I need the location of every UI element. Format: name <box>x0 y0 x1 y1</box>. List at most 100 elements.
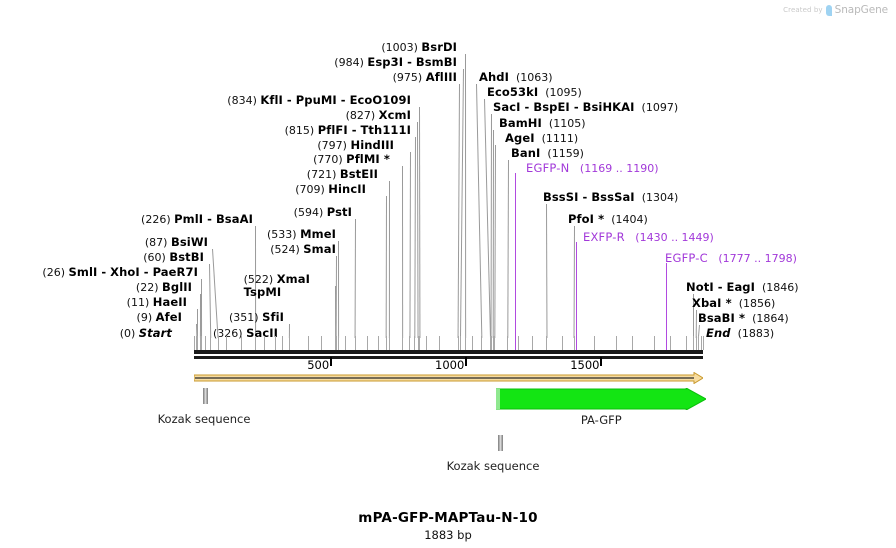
enzyme-name: PstI <box>326 205 352 219</box>
enzyme-site-label-bani[interactable]: BanI (1159) <box>511 146 584 161</box>
orf-arrow[interactable] <box>194 372 703 384</box>
site-position: (1097) <box>634 101 679 114</box>
enzyme-site-label-xcmi[interactable]: (827) XcmI <box>346 109 411 123</box>
restriction-tick <box>201 336 203 350</box>
restriction-tick <box>194 336 195 350</box>
enzyme-name: BglII <box>162 280 192 294</box>
pa-gfp-arrow[interactable] <box>496 388 707 410</box>
leader-line-pfoi <box>573 225 575 339</box>
restriction-tick <box>438 336 440 350</box>
enzyme-name: EcoO109I <box>349 93 411 107</box>
kozak-2-mark[interactable] <box>498 435 504 451</box>
site-position: (9) <box>136 311 156 324</box>
site-position: (26) <box>42 266 69 279</box>
restriction-tick <box>385 336 387 350</box>
enzyme-name: SmlI <box>68 265 98 279</box>
enzyme-site-label-start[interactable]: (0) Start <box>120 327 172 341</box>
leader-line-mmei <box>338 240 340 339</box>
site-position: (351) <box>229 311 263 324</box>
enzyme-site-label-smli-xhoi-paer7i[interactable]: (26) SmlI - XhoI - PaeR7I <box>42 265 198 280</box>
enzyme-site-label-kfli-ppumi-ecoo109i[interactable]: (834) KflI - PpuMI - EcoO109I <box>227 93 411 108</box>
enzyme-site-label-mmei[interactable]: (533) MmeI <box>267 227 336 242</box>
enzyme-name: AgeI <box>505 131 535 145</box>
enzyme-name: MmeI <box>300 227 336 241</box>
enzyme-name: BanI <box>511 146 541 160</box>
enzyme-name: BspEI <box>533 100 570 114</box>
enzyme-site-label-noti-eagi[interactable]: NotI - EagI (1846) <box>686 280 799 295</box>
site-position: (797) <box>317 139 351 152</box>
enzyme-site-label-pmli-bsaai[interactable]: (226) PmlI - BsaAI <box>141 213 253 227</box>
enzyme-site-label-smai[interactable]: (524) SmaI <box>270 243 336 257</box>
enzyme-site-label-bsrdi[interactable]: (1003) BsrDI <box>381 40 457 55</box>
restriction-tick <box>531 336 533 350</box>
primer-label-egfp-c[interactable]: EGFP-C (1777 .. 1798) <box>665 252 797 266</box>
leader-line-pflfi-tth111i <box>414 136 416 339</box>
restriction-tick <box>489 336 491 350</box>
page-title: mPA-GFP-MAPTau-N-10 <box>358 510 538 526</box>
site-position: (533) <box>267 228 301 241</box>
restriction-tick <box>692 336 694 350</box>
snapgene-logo-icon <box>825 4 832 16</box>
restriction-tick <box>594 336 596 350</box>
sequence-backbone-bar <box>194 350 703 354</box>
snapgene-watermark: Created by SnapGene <box>783 4 888 16</box>
enzyme-name: AflIII <box>425 70 457 84</box>
enzyme-name: HindIII <box>350 138 394 152</box>
restriction-tick <box>465 336 467 350</box>
enzyme-site-label-psti[interactable]: (594) PstI <box>294 205 352 220</box>
enzyme-site-label-agei[interactable]: AgeI (1111) <box>505 131 578 146</box>
enzyme-site-label-eco53ki[interactable]: Eco53kI (1095) <box>487 86 582 100</box>
enzyme-name: HaeII <box>152 295 187 309</box>
name-separator: - <box>713 280 727 294</box>
kozak-1-mark[interactable] <box>202 388 208 404</box>
primer-name: EGFP-N <box>526 161 570 175</box>
site-position: (1846) <box>755 281 799 294</box>
restriction-tick <box>196 336 198 350</box>
enzyme-site-label-bstbi[interactable]: (60) BstBI <box>143 251 204 265</box>
enzyme-site-label-afei[interactable]: (9) AfeI <box>136 310 182 325</box>
kozak-2-label: Kozak sequence <box>446 459 540 473</box>
site-position: (1159) <box>540 147 584 160</box>
restriction-tick <box>388 336 390 350</box>
enzyme-site-label-sfii[interactable]: (351) SfiI <box>229 310 284 325</box>
site-position: (721) <box>306 168 340 181</box>
enzyme-site-label-xmai-tspmi[interactable]: (522) XmaI TspMI <box>244 273 310 299</box>
primer-label-egfp-n[interactable]: EGFP-N (1169 .. 1190) <box>526 161 659 176</box>
enzyme-name: BsrDI <box>421 40 457 54</box>
enzyme-site-label-end[interactable]: End (1883) <box>706 327 774 341</box>
enzyme-site-label-saci-bspei-bsihkai[interactable]: SacI - BspEI - BsiHKAI (1097) <box>493 100 679 115</box>
enzyme-site-label-hindiii[interactable]: (797) HindIII <box>317 138 394 153</box>
restriction-tick <box>669 336 671 350</box>
name-separator: - <box>97 265 111 279</box>
enzyme-site-label-pflmi[interactable]: (770) PflMI * <box>313 152 390 167</box>
primer-name: EXFP-R <box>583 230 625 244</box>
enzyme-site-label-bamhi[interactable]: BamHI (1105) <box>499 117 586 131</box>
enzyme-site-label-ahdi[interactable]: AhdI (1063) <box>479 71 553 85</box>
enzyme-name: AfeI <box>155 310 182 324</box>
enzyme-name: SfiI <box>262 310 284 324</box>
enzyme-site-label-bsteii[interactable]: (721) BstEII <box>306 168 378 182</box>
enzyme-site-label-haeii[interactable]: (11) HaeII <box>127 295 187 310</box>
site-position: (984) <box>334 56 368 69</box>
restriction-tick <box>199 336 201 350</box>
primer-label-exfp-r[interactable]: EXFP-R (1430 .. 1449) <box>583 230 714 245</box>
enzyme-site-label-esp3i-bsmbi[interactable]: (984) Esp3I - BsmBI <box>334 56 457 70</box>
site-position: (1003) <box>381 41 422 54</box>
enzyme-site-label-xbai[interactable]: XbaI * (1856) <box>692 297 775 311</box>
enzyme-name: PflMI * <box>346 152 390 166</box>
enzyme-site-label-pflfi-tth111i[interactable]: (815) PflFI - Tth111I <box>285 124 411 138</box>
enzyme-site-label-hincii[interactable]: (709) HincII <box>295 183 366 197</box>
enzyme-name: PfoI * <box>568 212 605 226</box>
enzyme-site-label-bsiwi[interactable]: (87) BsiWI <box>145 236 208 250</box>
enzyme-site-label-bsabi[interactable]: BsaBI * (1864) <box>698 312 789 326</box>
site-position: (1304) <box>634 191 679 204</box>
enzyme-site-label-bsssi-bsssai[interactable]: BssSI - BssSaI (1304) <box>543 191 679 205</box>
restriction-tick <box>196 336 198 350</box>
restriction-tick <box>472 336 474 350</box>
enzyme-site-label-bglii[interactable]: (22) BglII <box>136 280 192 295</box>
enzyme-site-label-pfoi[interactable]: PfoI * (1404) <box>568 212 648 227</box>
leader-line-bani <box>507 159 509 339</box>
enzyme-site-label-afliii[interactable]: (975) AflIII <box>393 70 457 85</box>
restriction-tick <box>481 336 483 350</box>
enzyme-site-label-sacii[interactable]: (326) SacII <box>213 327 278 341</box>
